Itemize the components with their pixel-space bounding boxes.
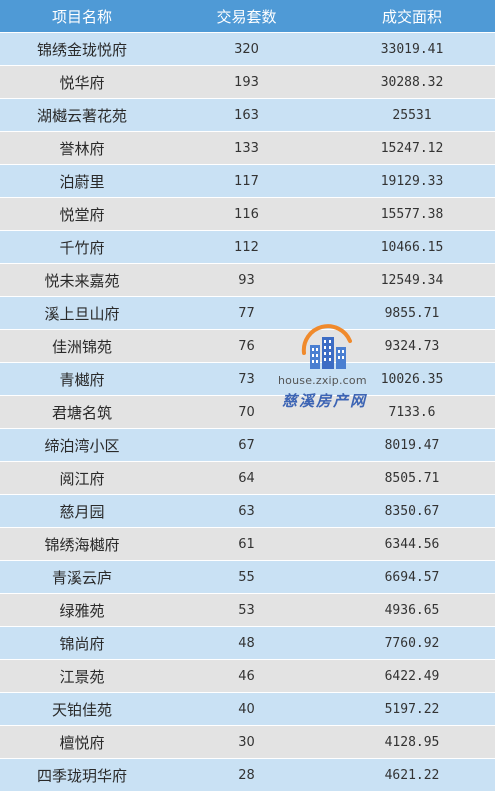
cell-project-name: 青溪云庐	[51, 568, 112, 587]
cell-transaction-area: 4621.22	[384, 767, 440, 783]
cell-transaction-count: 163	[234, 107, 259, 123]
table-row: 君塘名筑 70 7133.6	[0, 396, 495, 429]
cell-transaction-area: 7133.6	[388, 404, 436, 420]
cell-transaction-count: 30	[238, 734, 255, 750]
cell-project-name: 悦华府	[59, 73, 105, 92]
cell-project-name: 四季珑玥华府	[36, 766, 127, 785]
cell-transaction-area: 9855.71	[384, 305, 440, 321]
cell-transaction-count: 193	[234, 74, 259, 90]
table-body: 锦绣金珑悦府 320 33019.41 悦华府 193 30288.32 湖樾云著花苑 163…	[0, 33, 495, 792]
cell-project-name: 锦绣金珑悦府	[36, 40, 127, 59]
cell-transaction-area: 19129.33	[380, 173, 444, 189]
cell-project-name: 悦堂府	[59, 205, 105, 224]
cell-transaction-count: 28	[238, 767, 255, 783]
cell-transaction-count: 70	[238, 404, 255, 420]
cell-transaction-area: 7760.92	[384, 635, 440, 651]
table-row: 青樾府 73 10026.35	[0, 363, 495, 396]
cell-transaction-count: 320	[234, 41, 259, 57]
cell-transaction-count: 76	[238, 338, 255, 354]
table-row: 誉林府 133 15247.12	[0, 132, 495, 165]
cell-transaction-area: 6422.49	[384, 668, 440, 684]
cell-transaction-area: 15577.38	[380, 206, 444, 222]
table-row: 悦未来嘉苑 93 12549.34	[0, 264, 495, 297]
table-row: 佳洲锦苑 76 9324.73	[0, 330, 495, 363]
cell-transaction-count: 40	[238, 701, 255, 717]
cell-project-name: 君塘名筑	[51, 403, 112, 422]
table-row: 悦堂府 116 15577.38	[0, 198, 495, 231]
table-row: 绿雅苑 53 4936.65	[0, 594, 495, 627]
cell-transaction-count: 63	[238, 503, 255, 519]
header-transaction-count: 交易套数	[216, 7, 277, 26]
cell-project-name: 青樾府	[59, 370, 105, 389]
cell-transaction-area: 8019.47	[384, 437, 440, 453]
table-row: 千竹府 112 10466.15	[0, 231, 495, 264]
table-row: 泊蔚里 117 19129.33	[0, 165, 495, 198]
cell-transaction-count: 73	[238, 371, 255, 387]
table-row: 锦绣海樾府 61 6344.56	[0, 528, 495, 561]
cell-transaction-count: 77	[238, 305, 255, 321]
cell-transaction-count: 48	[238, 635, 255, 651]
cell-transaction-count: 46	[238, 668, 255, 684]
cell-transaction-area: 4128.95	[384, 734, 440, 750]
cell-transaction-area: 12549.34	[380, 272, 444, 288]
table-row: 缔泊湾小区 67 8019.47	[0, 429, 495, 462]
table-row: 锦尚府 48 7760.92	[0, 627, 495, 660]
table-row: 湖樾云著花苑 163 25531	[0, 99, 495, 132]
table-row: 江景苑 46 6422.49	[0, 660, 495, 693]
table-row: 四季珑玥华府 28 4621.22	[0, 759, 495, 792]
header-project-name: 项目名称	[51, 7, 112, 26]
cell-transaction-count: 112	[234, 239, 259, 255]
table-header-row: 项目名称 交易套数 成交面积	[0, 0, 495, 33]
table-row: 天铂佳苑 40 5197.22	[0, 693, 495, 726]
cell-project-name: 誉林府	[59, 139, 105, 158]
cell-transaction-count: 93	[238, 272, 255, 288]
cell-transaction-count: 117	[234, 173, 259, 189]
cell-transaction-count: 116	[234, 206, 259, 222]
cell-project-name: 泊蔚里	[59, 172, 105, 191]
cell-project-name: 佳洲锦苑	[51, 337, 112, 356]
header-transaction-area: 成交面积	[381, 7, 442, 26]
cell-project-name: 江景苑	[59, 667, 105, 686]
cell-project-name: 阅江府	[59, 469, 105, 488]
cell-transaction-area: 15247.12	[380, 140, 444, 156]
table-row: 锦绣金珑悦府 320 33019.41	[0, 33, 495, 66]
cell-project-name: 锦尚府	[59, 634, 105, 653]
cell-project-name: 千竹府	[59, 238, 105, 257]
cell-transaction-area: 6344.56	[384, 536, 440, 552]
cell-transaction-area: 10466.15	[380, 239, 444, 255]
cell-transaction-area: 4936.65	[384, 602, 440, 618]
cell-transaction-area: 30288.32	[380, 74, 444, 90]
cell-transaction-area: 8350.67	[384, 503, 440, 519]
cell-transaction-area: 5197.22	[384, 701, 440, 717]
table-row: 慈月园 63 8350.67	[0, 495, 495, 528]
cell-project-name: 悦未来嘉苑	[44, 271, 120, 290]
cell-project-name: 天铂佳苑	[51, 700, 112, 719]
cell-transaction-area: 10026.35	[380, 371, 444, 387]
cell-transaction-count: 53	[238, 602, 255, 618]
cell-project-name: 檀悦府	[59, 733, 105, 752]
table-row: 悦华府 193 30288.32	[0, 66, 495, 99]
table-row: 青溪云庐 55 6694.57	[0, 561, 495, 594]
cell-transaction-count: 61	[238, 536, 255, 552]
cell-project-name: 锦绣海樾府	[44, 535, 120, 554]
cell-transaction-area: 33019.41	[380, 41, 444, 57]
cell-transaction-area: 8505.71	[384, 470, 440, 486]
cell-project-name: 湖樾云著花苑	[36, 106, 127, 125]
cell-transaction-count: 55	[238, 569, 255, 585]
cell-transaction-count: 64	[238, 470, 255, 486]
cell-transaction-area: 6694.57	[384, 569, 440, 585]
cell-project-name: 慈月园	[59, 502, 105, 521]
cell-transaction-area: 25531	[392, 107, 432, 123]
cell-transaction-count: 67	[238, 437, 255, 453]
table-row: 溪上旦山府 77 9855.71	[0, 297, 495, 330]
cell-transaction-count: 133	[234, 140, 259, 156]
cell-project-name: 溪上旦山府	[44, 304, 120, 323]
cell-transaction-area: 9324.73	[384, 338, 440, 354]
table-row: 阅江府 64 8505.71	[0, 462, 495, 495]
cell-project-name: 缔泊湾小区	[44, 436, 120, 455]
cell-project-name: 绿雅苑	[59, 601, 105, 620]
table-row: 檀悦府 30 4128.95	[0, 726, 495, 759]
